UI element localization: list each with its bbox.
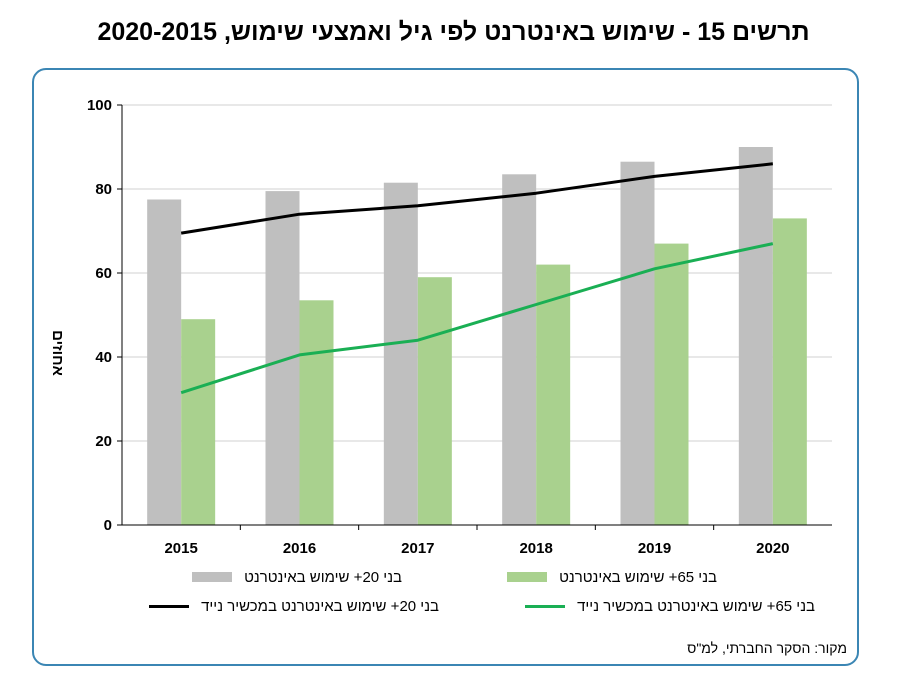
source-note: מקור: הסקר החברתי, למ"ס (687, 640, 847, 656)
legend-item-65-internet: בני 65+ שימוש באינטרנט (506, 568, 717, 586)
x-tick-label: 2018 (519, 540, 552, 557)
line-age20-mobile (180, 162, 773, 235)
legend-swatch-green (506, 572, 547, 583)
y-tick-label: 100 (87, 97, 112, 114)
legend-swatch-green-line (524, 604, 565, 608)
y-axis-label: אחוזים (49, 330, 66, 376)
legend-label: בני 20+ שימוש באינטרנט (244, 568, 402, 586)
x-tick-label: 2015 (164, 540, 197, 557)
y-tick-label: 80 (95, 181, 112, 198)
bar-age20-internet-2019 (620, 161, 655, 525)
legend-item-20-mobile: בני 20+ שימוש באינטרנט במכשיר נייד (148, 597, 439, 615)
y-tick-label: 0 (104, 517, 112, 534)
legend-item-65-mobile: בני 65+ שימוש באינטרנט במכשיר נייד (524, 597, 815, 615)
legend-swatch-black-line (148, 604, 189, 608)
bar-age65-internet-2015 (181, 319, 216, 525)
line-age65-mobile (180, 242, 774, 395)
x-tick-label: 2020 (756, 540, 789, 557)
legend-label: בני 65+ שימוש באינטרנט במכשיר נייד (577, 597, 815, 615)
legend-label: בני 20+ שימוש באינטרנט במכשיר נייד (201, 597, 439, 615)
bar-age65-internet-2017 (417, 277, 452, 525)
legend-swatch-gray (191, 572, 232, 583)
legend-label: בני 65+ שימוש באינטרנט (559, 568, 717, 586)
bar-age65-internet-2018 (536, 264, 571, 525)
bar-age20-internet-2017 (383, 182, 418, 525)
y-tick-label: 20 (95, 433, 112, 450)
bar-age20-internet-2015 (147, 199, 182, 525)
y-tick-label: 60 (95, 265, 112, 282)
legend-item-20-internet: בני 20+ שימוש באינטרנט (191, 568, 402, 586)
bar-age20-internet-2018 (502, 174, 537, 526)
x-tick-label: 2016 (283, 540, 316, 557)
chart-title: תרשים 15 - שימוש באינטרנט לפי גיל ואמצעי… (97, 18, 810, 46)
bar-age65-internet-2019 (654, 243, 689, 525)
bar-age65-internet-2016 (299, 300, 334, 525)
x-tick-label: 2019 (638, 540, 671, 557)
x-tick-label: 2017 (401, 540, 434, 557)
chart-frame (32, 68, 859, 666)
y-tick-label: 40 (95, 349, 112, 366)
bar-age20-internet-2020 (738, 147, 773, 525)
bar-age65-internet-2020 (772, 218, 807, 525)
